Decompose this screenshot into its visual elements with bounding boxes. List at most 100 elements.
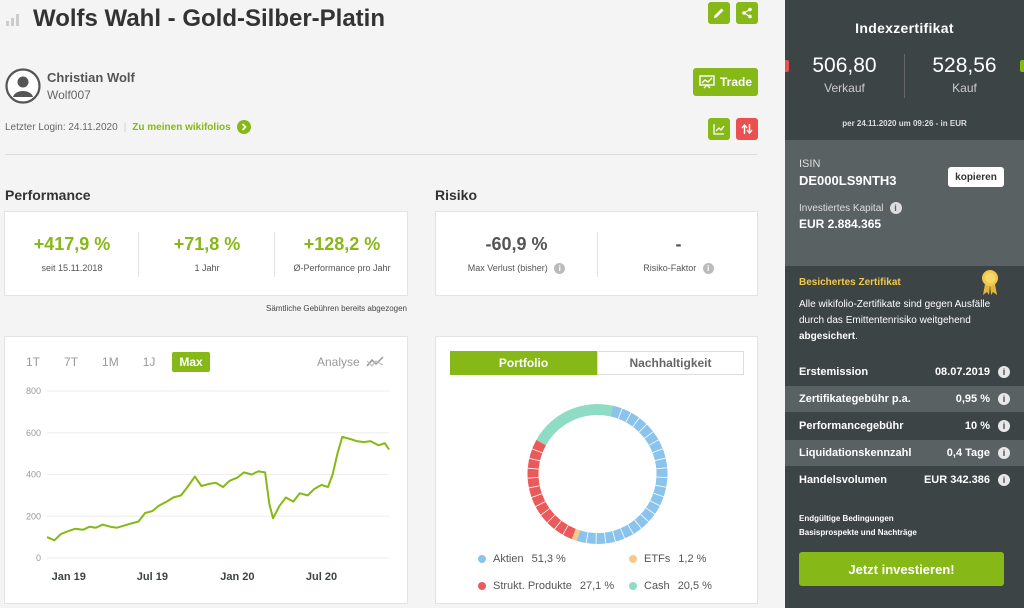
page-title: Wolfs Wahl - Gold-Silber-Platin [33,5,385,32]
detail-label: Performancegebühr [799,420,904,432]
chart-tab-1m[interactable]: 1M [102,355,119,369]
donut-slice[interactable] [576,405,668,544]
detail-value: EUR 342.386 [923,474,990,486]
slice-divider [612,530,616,542]
login-info: Letzter Login: 24.11.2020 | Zu meinen wi… [5,120,251,134]
price-timestamp: per 24.11.2020 um 09:26 - in EUR [842,119,967,128]
risk-label: Max Verlust (bisher) [467,263,548,273]
slice-divider [653,492,664,498]
perf-label: seit 15.11.2018 [41,263,103,273]
secured-text-end: . [855,331,858,342]
avatar[interactable] [5,68,41,104]
perf-value: +71,8 % [173,234,241,254]
chart-card: 1T 7T 1M 1J Max Analyse 800 600 400 200 0 Jan 19 J… [4,336,408,604]
x-tick-label: Jan 20 [220,571,254,583]
x-tick-label: Jul 20 [306,571,337,583]
chart-trend-icon [713,124,725,135]
slice-divider [532,448,543,454]
info-icon[interactable]: i [998,447,1010,459]
info-icon[interactable]: i [702,263,714,275]
chart-tab-max[interactable]: Max [172,352,210,372]
chart-tab-1t[interactable]: 1T [26,355,41,369]
legend-value: 1,2 % [678,553,707,565]
donut-slice[interactable] [527,439,576,540]
pencil-icon [714,8,724,18]
secured-title: Besichertes Zertifikat [799,277,901,288]
buy-indicator [1020,60,1024,72]
portfolio-donut[interactable] [436,382,759,582]
info-icon[interactable]: i [998,420,1010,432]
slice-divider [529,457,541,462]
perf-label: 1 Jahr [194,263,220,273]
slice-divider [562,525,569,535]
perf-1y: +71,8 % 1 Jahr [140,234,274,273]
donut-slice[interactable] [536,404,614,446]
chart-compare-button[interactable] [708,118,730,140]
tab-portfolio[interactable]: Portfolio [450,351,597,375]
fees-note: Sämtliche Gebühren bereits abgezogen [266,304,407,313]
chart-tab-1j[interactable]: 1J [142,355,156,369]
chart-tab-7t[interactable]: 7T [64,355,79,369]
info-icon[interactable]: i [889,202,902,214]
slice-divider [652,448,663,454]
last-login: Letzter Login: 24.11.2020 [5,121,118,133]
share-button[interactable] [736,2,758,24]
legend-value: 20,5 % [677,580,712,592]
slice-divider [531,493,543,498]
detail-row: Handelsvolumen EUR 342.386 i [785,467,1024,493]
slice-divider [627,524,634,535]
legend-swatch [478,582,486,590]
max-loss: -60,9 % Max Verlust (bisher) i [436,234,597,275]
legend-item: Strukt. Produkte 27,1 % [478,580,614,592]
slice-divider [634,519,642,529]
legend-value: 51,3 % [531,553,566,565]
buy-price[interactable]: 528,56 Kauf [905,54,1024,95]
trader-nickname: Wolf007 [47,88,91,102]
invest-button[interactable]: Jetzt investieren! [799,552,1004,586]
wikifolios-link[interactable]: Zu meinen wikifolios [132,121,231,133]
info-icon[interactable]: i [554,263,566,275]
tab-portfolio-label: Portfolio [498,356,549,370]
secured-text: Alle wikifolio-Zertifikate sind gegen Au… [799,297,999,345]
legend-swatch [629,582,637,590]
detail-value: 10 % [964,420,990,432]
performance-chart[interactable]: 800 600 400 200 0 Jan 19 Jul 19 Jan 20 Jul 20 [5,337,409,605]
trade-icon [699,75,715,89]
analyse-label: Analyse [317,355,360,369]
legend-label: Aktien [493,553,524,565]
detail-value: 0,4 Tage [946,447,990,459]
trader-name[interactable]: Christian Wolf [47,70,135,85]
trade-button[interactable]: Trade [693,68,758,96]
divider [274,232,275,277]
analyse-button[interactable]: Analyse [317,355,384,369]
tab-nachhaltigkeit[interactable]: Nachhaltigkeit [597,351,744,375]
perf-avg: +128,2 % Ø-Performance pro Jahr [275,234,409,273]
arrow-right-icon[interactable] [236,120,251,134]
final-terms-link[interactable]: Endgültige Bedingungen [799,514,894,523]
sell-indicator [785,60,789,72]
sell-price[interactable]: 506,80 Verkauf [785,54,904,95]
copy-isin-button[interactable]: kopieren [948,167,1004,187]
donut-slice[interactable] [571,528,580,541]
series-line[interactable] [46,435,390,542]
info-icon[interactable]: i [998,393,1010,405]
risk-label-row: Risiko-Faktor i [598,263,759,275]
y-tick-label: 400 [26,470,41,480]
secured-text-bold: abgesichert [799,331,856,342]
edit-button[interactable] [708,2,730,24]
bars-icon [6,13,22,26]
trade-arrows-button[interactable] [736,118,758,140]
prospectus-link[interactable]: Basisprospekte und Nachträge [799,528,917,537]
slice-divider [540,508,550,516]
divider [904,54,905,98]
chart-tabs: 1T 7T 1M 1J Max [19,351,220,373]
buy-value: 528,56 [932,54,997,77]
capital-label: Investiertes Kapital [799,202,884,214]
info-icon[interactable]: i [998,474,1010,486]
y-tick-label: 0 [36,553,41,563]
performance-heading: Performance [5,187,91,203]
legend-label: Strukt. Produkte [493,580,572,592]
slice-divider [656,476,668,478]
info-icon[interactable]: i [998,366,1010,378]
isin-value: DE000LS9NTH3 [799,173,897,188]
